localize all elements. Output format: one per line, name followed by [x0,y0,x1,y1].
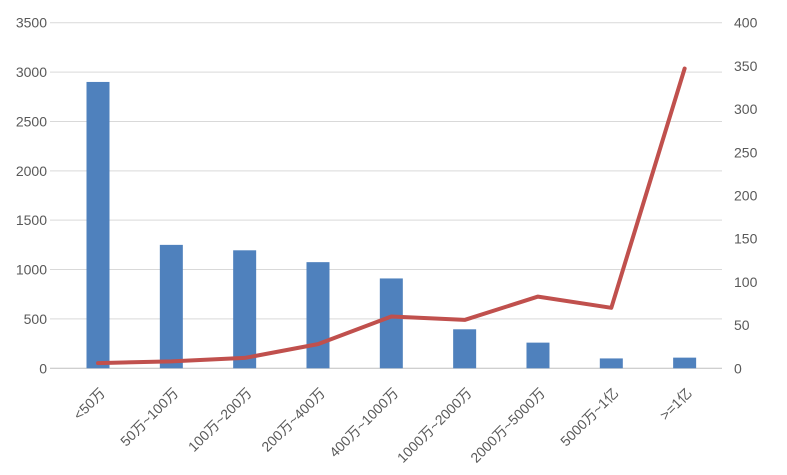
bar [159,244,183,369]
right-axis-tick-label: 350 [734,58,758,74]
bar [233,250,257,369]
x-axis-category-label: 2000万~5000万 [467,385,548,466]
right-axis-tick-label: 100 [734,274,758,290]
left-axis-tick-label: 3000 [16,64,47,80]
bar [673,357,697,369]
left-axis-tick-label: 1000 [16,262,47,278]
left-axis-tick-label: 1500 [16,212,47,228]
left-axis-tick-label: 0 [39,360,47,376]
right-axis-tick-label: 50 [734,317,750,333]
left-axis-tick-label: 3500 [16,15,47,31]
bar [86,81,110,369]
right-axis-tick-label: 300 [734,101,758,117]
x-axis-category-label: 1000万~2000万 [394,385,475,466]
bar [306,262,330,369]
x-axis-category-label: 400万~1000万 [326,385,401,460]
x-axis-category-label: 50万~100万 [117,385,181,449]
left-axis-tick-label: 500 [24,311,48,327]
x-axis-category-label: 5000万~1亿 [557,385,621,449]
bar [526,342,550,369]
right-axis-tick-label: 0 [734,360,742,376]
bar [599,358,623,369]
bar [379,278,403,369]
left-axis-tick-label: 2000 [16,163,47,179]
right-axis-tick-label: 400 [734,15,758,31]
left-axis-tick-label: 2500 [16,113,47,129]
bar [453,329,477,369]
x-axis-category-label: 200万~400万 [258,385,328,455]
x-axis-category-label: <50万 [70,385,108,423]
right-axis-tick-label: 250 [734,144,758,160]
series-line [96,66,687,366]
right-axis-tick-label: 200 [734,188,758,204]
x-axis-category-label: >=1亿 [656,385,694,423]
right-axis-tick-label: 150 [734,231,758,247]
x-axis-category-label: 100万~200万 [185,385,255,455]
